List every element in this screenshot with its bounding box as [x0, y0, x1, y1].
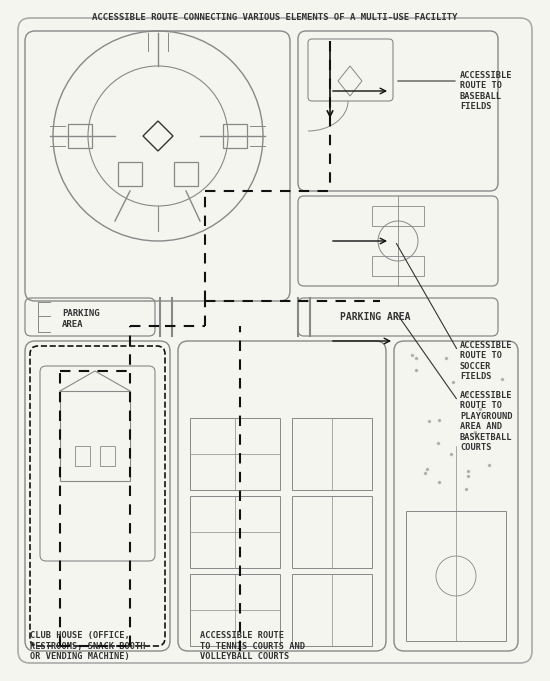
Bar — [190, 496, 280, 568]
Text: ACCESSIBLE ROUTE
TO TENNIS COURTS AND
VOLLEYBALL COURTS: ACCESSIBLE ROUTE TO TENNIS COURTS AND VO… — [200, 631, 305, 661]
Bar — [223, 124, 247, 148]
Bar — [372, 206, 424, 226]
Bar — [372, 256, 424, 276]
Bar — [174, 162, 198, 186]
Bar — [190, 418, 280, 490]
Bar — [292, 496, 372, 568]
Text: ACCESSIBLE
ROUTE TO
PLAYGROUND
AREA AND
BASKETBALL
COURTS: ACCESSIBLE ROUTE TO PLAYGROUND AREA AND … — [460, 391, 513, 452]
Text: PARKING
AREA: PARKING AREA — [62, 309, 100, 329]
Text: ACCESSIBLE ROUTE CONNECTING VARIOUS ELEMENTS OF A MULTI-USE FACILITY: ACCESSIBLE ROUTE CONNECTING VARIOUS ELEM… — [92, 13, 458, 22]
Bar — [190, 574, 280, 646]
Bar — [60, 391, 130, 481]
Text: CLUB HOUSE (OFFICE,
RESTROOMS, SNACK BOOTH
OR VENDING MACHINE): CLUB HOUSE (OFFICE, RESTROOMS, SNACK BOO… — [30, 631, 146, 661]
Bar — [100, 446, 115, 466]
Bar — [118, 162, 142, 186]
Text: ACCESSIBLE
ROUTE TO
SOCCER
FIELDS: ACCESSIBLE ROUTE TO SOCCER FIELDS — [460, 341, 513, 381]
Text: PARKING AREA: PARKING AREA — [340, 312, 410, 322]
Bar — [292, 574, 372, 646]
Bar — [68, 124, 92, 148]
Bar — [292, 418, 372, 490]
Bar — [406, 511, 506, 641]
Text: ACCESSIBLE
ROUTE TO
BASEBALL
FIELDS: ACCESSIBLE ROUTE TO BASEBALL FIELDS — [460, 71, 513, 111]
Bar — [75, 446, 90, 466]
